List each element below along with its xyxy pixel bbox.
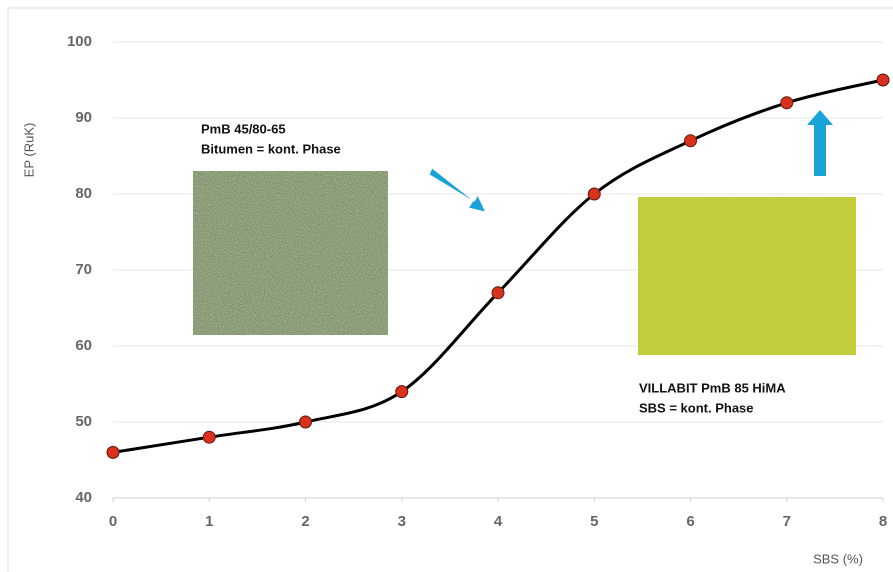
point <box>300 416 312 428</box>
micrograph-texture <box>193 171 388 335</box>
x-axis-label: SBS (%) <box>813 551 863 566</box>
point <box>492 287 504 299</box>
y-tick-label: 50 <box>75 413 92 430</box>
annotation: PmB 45/80-65 <box>201 121 286 136</box>
annotation: Bitumen = kont. Phase <box>201 141 341 156</box>
x-tick-label: 3 <box>398 513 406 530</box>
y-tick-label: 60 <box>75 337 92 354</box>
y-tick-label: 80 <box>75 185 92 202</box>
x-tick-label: 2 <box>301 513 309 530</box>
x-tick-label: 1 <box>205 513 213 530</box>
annotation: VILLABIT PmB 85 HiMA <box>639 380 786 395</box>
x-tick-label: 8 <box>879 513 887 530</box>
point <box>877 74 889 86</box>
annotation: SBS = kont. Phase <box>639 400 754 415</box>
x-tick-label: 6 <box>686 513 694 530</box>
x-tick-label: 0 <box>109 513 117 530</box>
point <box>781 97 793 109</box>
point <box>396 386 408 398</box>
chart: PmB 45/80-65 Bitumen = kont. Phase VILLA… <box>0 0 893 572</box>
y-tick-label: 40 <box>75 489 92 506</box>
y-tick-label: 90 <box>75 109 92 126</box>
y-axis-label: EP (RuK) <box>21 123 36 178</box>
point <box>685 135 697 147</box>
x-tick-label: 4 <box>494 513 503 530</box>
micrograph-texture <box>638 197 856 355</box>
arrow <box>428 169 487 212</box>
y-tick-label: 100 <box>67 33 92 50</box>
x-tick-label: 5 <box>590 513 598 530</box>
y-tick-label: 70 <box>75 261 92 278</box>
point <box>588 188 600 200</box>
point <box>107 446 119 458</box>
arrow <box>807 110 833 176</box>
x-tick-label: 7 <box>783 513 791 530</box>
point <box>203 431 215 443</box>
